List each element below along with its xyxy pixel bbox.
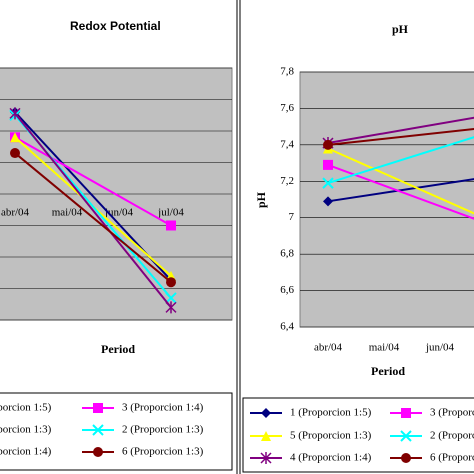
legend-marker [260,452,272,464]
legend-label: 2 (Proporcion 1:3) [430,430,474,442]
series-line [327,178,474,203]
series-line [327,116,474,145]
y-tick-label: 7,2 [280,175,294,187]
legend-label: 3 (Proporcion 1:4) [122,402,204,414]
legend-marker [401,453,411,463]
y-tick-label: 7,8 [280,66,294,78]
chart-title: pH [392,22,409,36]
series-line [14,112,172,309]
legend-label: 4 (Proporcion 1:4) [0,446,52,458]
marker [9,107,21,120]
x-tick-label: jul/04 [157,207,184,219]
x-axis-label: Period [101,342,135,356]
marker [323,196,333,207]
legend-marker [401,408,411,418]
x-tick-label: mai/04 [369,342,400,354]
legend-marker [261,408,271,418]
marker [323,139,333,150]
marker [10,148,20,159]
legend-label: 2 (Proporcion 1:3) [122,424,204,436]
legend-label: 1 (Proporcion 1:5) [290,407,372,419]
legend-marker [92,424,104,436]
y-tick-label: 6,6 [280,284,294,296]
y-tick-label: 7 [289,211,295,223]
marker [323,159,333,170]
series-line [327,136,474,185]
legend-label: 6 (Proporcion 1:3) [430,452,474,464]
legend-label: 3 (Proporcion 1:4) [430,407,474,419]
chart-title: Redox Potential [70,19,161,33]
marker [166,277,176,288]
y-tick-label: 7,4 [280,138,294,150]
legend-label: 1 (Proporcion 1:5) [0,402,52,414]
series-line [14,152,172,283]
x-axis-label: Period [371,364,405,378]
legend-label: 5 (Proporcion 1:3) [290,430,372,442]
legend-marker [93,447,103,457]
marker [165,292,177,304]
legend-label: 5 (Proporcion 1:3) [0,424,52,436]
x-tick-label: jun/04 [425,342,455,354]
legend-label: 4 (Proporcion 1:4) [290,452,372,464]
marker [322,177,334,189]
marker [165,301,177,314]
marker [166,220,176,231]
legend-box [0,392,233,471]
y-tick-label: 6,4 [280,321,294,333]
x-tick-label: abr/04 [314,342,343,354]
y-axis-label: pH [254,191,268,208]
x-tick-label: mai/04 [52,207,83,219]
x-tick-label: abr/04 [1,207,30,219]
legend-label: 6 (Proporcion 1:3) [122,446,204,458]
legend-marker [400,430,412,442]
series-line [14,136,172,227]
marker [10,132,20,143]
legend-marker [93,403,103,413]
y-tick-label: 7,6 [280,102,294,114]
legend-marker [261,431,271,441]
y-tick-label: 6,8 [280,248,294,260]
series-line [327,128,474,146]
series-line [327,147,474,215]
